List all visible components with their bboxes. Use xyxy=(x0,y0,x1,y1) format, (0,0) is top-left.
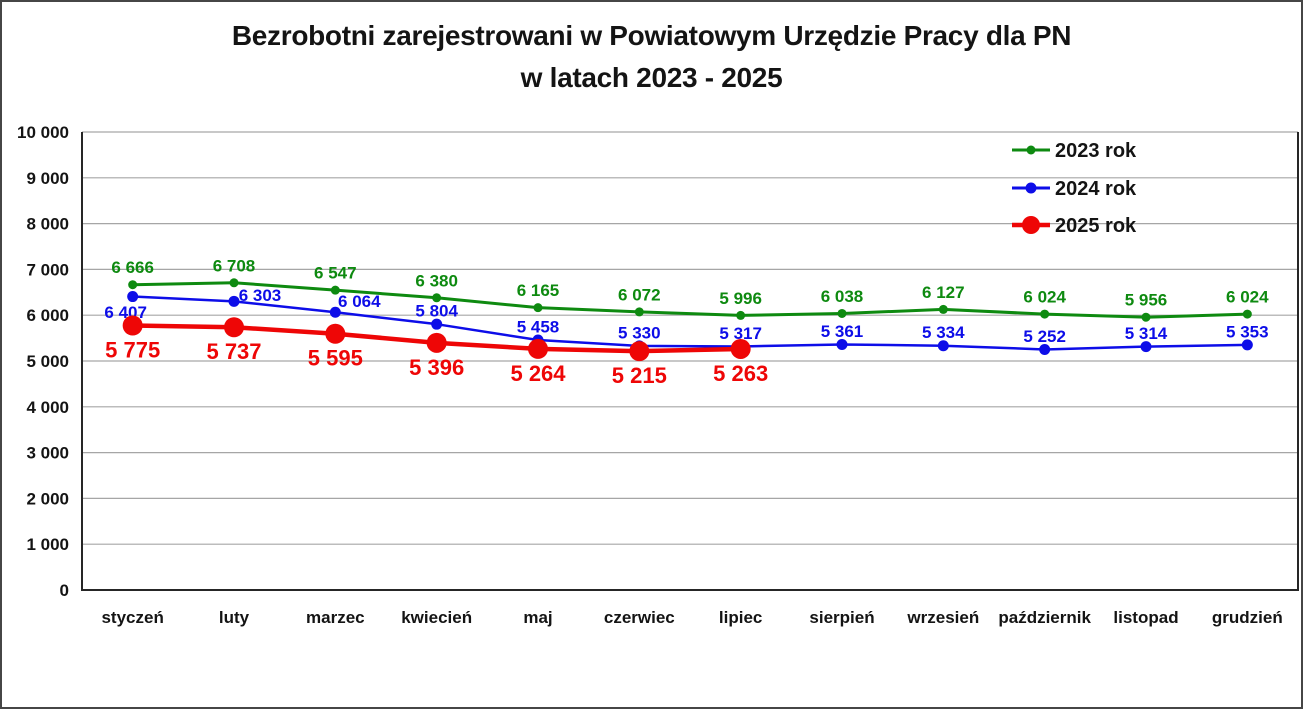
data-point-2025-rok xyxy=(426,332,447,353)
y-axis-tick-label: 4 000 xyxy=(26,398,69,417)
data-label-2023-rok: 6 024 xyxy=(1023,288,1066,307)
data-label-2024-rok: 5 252 xyxy=(1023,327,1066,346)
data-label-2023-rok: 6 024 xyxy=(1226,288,1269,307)
y-axis-tick-label: 2 000 xyxy=(26,489,69,508)
data-label-2024-rok: 5 804 xyxy=(415,302,458,321)
data-label-2024-rok: 5 361 xyxy=(821,322,864,341)
data-label-2023-rok: 6 127 xyxy=(922,283,965,302)
y-axis-tick-label: 0 xyxy=(60,581,69,600)
data-label-2025-rok: 5 263 xyxy=(713,361,768,386)
data-point-2023-rok xyxy=(1141,312,1151,322)
y-axis-tick-label: 7 000 xyxy=(26,260,69,279)
legend-label-2023-rok: 2023 rok xyxy=(1055,140,1137,162)
data-label-2024-rok: 5 330 xyxy=(618,323,661,342)
data-point-2023-rok xyxy=(1242,309,1252,319)
x-axis-month-label: grudzień xyxy=(1212,608,1283,627)
data-label-2023-rok: 5 996 xyxy=(719,289,762,308)
chart-title: Bezrobotni zarejestrowani w Powiatowym U… xyxy=(2,2,1301,99)
data-point-2025-rok xyxy=(528,338,548,359)
y-axis-tick-label: 5 000 xyxy=(26,352,69,371)
data-label-2025-rok: 5 775 xyxy=(105,338,160,363)
x-axis-month-label: wrzesień xyxy=(906,608,979,627)
data-label-2023-rok: 6 666 xyxy=(111,258,154,277)
data-label-2025-rok: 5 737 xyxy=(206,339,261,364)
x-axis-month-label: luty xyxy=(219,608,250,627)
legend-label-2024-rok: 2024 rok xyxy=(1055,178,1137,200)
series-line-2024-rok xyxy=(131,295,1249,351)
data-point-2023-rok xyxy=(837,308,847,318)
data-point-2023-rok xyxy=(634,307,644,317)
chart-title-line1: Bezrobotni zarejestrowani w Powiatowym U… xyxy=(231,20,1072,51)
x-axis-month-label: marzec xyxy=(306,608,365,627)
data-label-2025-rok: 5 595 xyxy=(308,346,363,371)
x-axis-month-label: lipiec xyxy=(719,608,762,627)
data-label-2024-rok: 6 303 xyxy=(239,286,282,305)
data-label-2024-rok: 6 064 xyxy=(338,292,381,311)
data-label-2024-rok: 5 317 xyxy=(719,324,762,343)
data-label-2024-rok: 5 334 xyxy=(922,323,965,342)
x-axis-month-label: kwiecień xyxy=(401,608,472,627)
y-axis-tick-label: 3 000 xyxy=(26,444,69,463)
data-label-2023-rok: 6 547 xyxy=(314,264,357,283)
data-label-2023-rok: 6 708 xyxy=(213,256,256,275)
chart-title-line2: w latach 2023 - 2025 xyxy=(520,62,783,93)
data-label-2023-rok: 6 380 xyxy=(415,271,458,290)
data-point-2023-rok xyxy=(432,293,442,303)
x-axis-month-label: październik xyxy=(998,608,1091,627)
data-point-2023-rok xyxy=(533,303,543,313)
data-label-2023-rok: 6 072 xyxy=(618,285,661,304)
x-axis-month-label: listopad xyxy=(1113,608,1178,627)
data-point-2023-rok xyxy=(736,310,746,320)
data-point-2025-rok xyxy=(224,317,244,338)
y-axis-tick-label: 8 000 xyxy=(26,215,69,234)
data-point-2024-rok xyxy=(127,291,139,303)
data-point-2025-rok xyxy=(122,315,143,336)
data-point-2024-rok xyxy=(329,306,341,318)
data-point-2024-rok xyxy=(228,295,240,307)
data-label-2023-rok: 5 956 xyxy=(1125,291,1168,310)
data-label-2024-rok: 5 458 xyxy=(517,318,560,337)
series-line-2023-rok xyxy=(131,281,1249,319)
data-label-2025-rok: 5 396 xyxy=(409,355,464,380)
y-axis-tick-label: 10 000 xyxy=(17,123,69,142)
data-label-2025-rok: 5 264 xyxy=(510,361,566,386)
legend-swatch-marker-2024-rok xyxy=(1025,182,1037,194)
data-label-2024-rok: 5 353 xyxy=(1226,322,1269,341)
y-axis-tick-label: 1 000 xyxy=(26,535,69,554)
data-label-2023-rok: 6 038 xyxy=(821,287,864,306)
data-point-2024-rok xyxy=(1140,341,1152,353)
x-axis-month-label: sierpień xyxy=(809,608,874,627)
data-point-2024-rok xyxy=(836,338,848,350)
legend-swatch-marker-2025-rok xyxy=(1022,216,1040,234)
data-point-2024-rok xyxy=(1039,343,1051,355)
data-point-2025-rok xyxy=(629,341,650,362)
y-axis-tick-label: 9 000 xyxy=(26,169,69,188)
data-point-2024-rok xyxy=(937,340,949,352)
data-point-2023-rok xyxy=(938,304,948,314)
data-point-2024-rok xyxy=(1241,339,1253,351)
data-point-2025-rok xyxy=(325,323,346,344)
data-point-2025-rok xyxy=(730,338,751,359)
x-axis-month-label: czerwiec xyxy=(604,608,675,627)
data-point-2023-rok xyxy=(1040,309,1050,319)
y-axis-tick-label: 6 000 xyxy=(26,306,69,325)
legend-label-2025-rok: 2025 rok xyxy=(1055,215,1137,237)
data-label-2024-rok: 5 314 xyxy=(1125,324,1168,343)
data-point-2023-rok xyxy=(128,280,138,290)
x-axis-month-label: styczeń xyxy=(101,608,163,627)
data-point-2023-rok xyxy=(330,285,340,295)
data-point-2023-rok xyxy=(229,278,239,288)
data-label-2023-rok: 6 165 xyxy=(517,281,560,300)
legend-swatch-marker-2023-rok xyxy=(1026,145,1036,155)
data-point-2024-rok xyxy=(431,318,443,330)
x-axis-month-label: maj xyxy=(523,608,552,627)
data-label-2025-rok: 5 215 xyxy=(612,363,667,388)
